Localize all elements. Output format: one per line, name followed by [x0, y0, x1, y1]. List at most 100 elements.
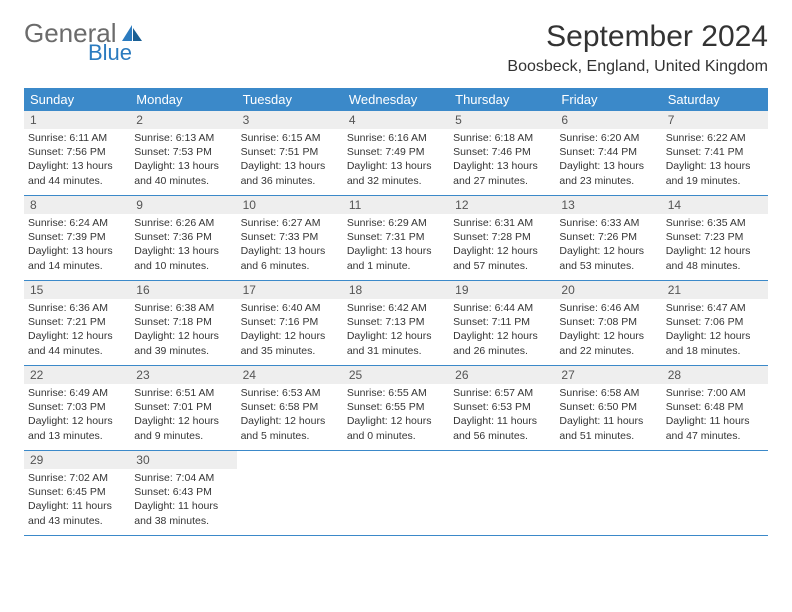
daylight-line2: and 13 minutes.: [28, 429, 126, 443]
day-cell: 7Sunrise: 6:22 AMSunset: 7:41 PMDaylight…: [662, 111, 768, 195]
day-body: Sunrise: 6:16 AMSunset: 7:49 PMDaylight:…: [343, 129, 449, 192]
sunrise-text: Sunrise: 6:44 AM: [453, 301, 551, 315]
day-body: Sunrise: 6:47 AMSunset: 7:06 PMDaylight:…: [662, 299, 768, 362]
day-body: Sunrise: 6:35 AMSunset: 7:23 PMDaylight:…: [662, 214, 768, 277]
sunrise-text: Sunrise: 6:57 AM: [453, 386, 551, 400]
day-number: 25: [343, 366, 449, 384]
day-number: 16: [130, 281, 236, 299]
day-cell: 6Sunrise: 6:20 AMSunset: 7:44 PMDaylight…: [555, 111, 661, 195]
day-cell: 12Sunrise: 6:31 AMSunset: 7:28 PMDayligh…: [449, 196, 555, 280]
day-body: Sunrise: 6:27 AMSunset: 7:33 PMDaylight:…: [237, 214, 343, 277]
daylight-line2: and 44 minutes.: [28, 174, 126, 188]
sunrise-text: Sunrise: 6:11 AM: [28, 131, 126, 145]
day-cell: [343, 451, 449, 535]
day-body: Sunrise: 6:20 AMSunset: 7:44 PMDaylight:…: [555, 129, 661, 192]
daylight-line2: and 36 minutes.: [241, 174, 339, 188]
sunrise-text: Sunrise: 6:35 AM: [666, 216, 764, 230]
daylight-line2: and 39 minutes.: [134, 344, 232, 358]
daylight-line1: Daylight: 12 hours: [666, 329, 764, 343]
sunset-text: Sunset: 7:33 PM: [241, 230, 339, 244]
location: Boosbeck, England, United Kingdom: [507, 58, 768, 76]
day-body: Sunrise: 6:13 AMSunset: 7:53 PMDaylight:…: [130, 129, 236, 192]
sunset-text: Sunset: 7:03 PM: [28, 400, 126, 414]
day-body: Sunrise: 6:55 AMSunset: 6:55 PMDaylight:…: [343, 384, 449, 447]
daylight-line1: Daylight: 12 hours: [453, 244, 551, 258]
daylight-line1: Daylight: 12 hours: [347, 329, 445, 343]
day-cell: 23Sunrise: 6:51 AMSunset: 7:01 PMDayligh…: [130, 366, 236, 450]
sunrise-text: Sunrise: 7:02 AM: [28, 471, 126, 485]
daylight-line1: Daylight: 13 hours: [666, 159, 764, 173]
day-cell: [555, 451, 661, 535]
daylight-line2: and 27 minutes.: [453, 174, 551, 188]
daylight-line2: and 32 minutes.: [347, 174, 445, 188]
day-number: 29: [24, 451, 130, 469]
sunrise-text: Sunrise: 7:04 AM: [134, 471, 232, 485]
sunset-text: Sunset: 6:45 PM: [28, 485, 126, 499]
sunrise-text: Sunrise: 6:20 AM: [559, 131, 657, 145]
day-number: 8: [24, 196, 130, 214]
day-cell: [237, 451, 343, 535]
day-body: Sunrise: 6:11 AMSunset: 7:56 PMDaylight:…: [24, 129, 130, 192]
sunset-text: Sunset: 7:46 PM: [453, 145, 551, 159]
daylight-line2: and 0 minutes.: [347, 429, 445, 443]
day-cell: 5Sunrise: 6:18 AMSunset: 7:46 PMDaylight…: [449, 111, 555, 195]
sunset-text: Sunset: 7:41 PM: [666, 145, 764, 159]
day-number: 4: [343, 111, 449, 129]
daylight-line1: Daylight: 12 hours: [134, 329, 232, 343]
daylight-line1: Daylight: 12 hours: [347, 414, 445, 428]
daylight-line2: and 22 minutes.: [559, 344, 657, 358]
day-number: 9: [130, 196, 236, 214]
day-number: 5: [449, 111, 555, 129]
sunrise-text: Sunrise: 6:27 AM: [241, 216, 339, 230]
day-body: Sunrise: 7:02 AMSunset: 6:45 PMDaylight:…: [24, 469, 130, 532]
day-cell: 9Sunrise: 6:26 AMSunset: 7:36 PMDaylight…: [130, 196, 236, 280]
sunset-text: Sunset: 7:16 PM: [241, 315, 339, 329]
sunset-text: Sunset: 7:23 PM: [666, 230, 764, 244]
day-number: 10: [237, 196, 343, 214]
day-number: 23: [130, 366, 236, 384]
day-body: Sunrise: 6:38 AMSunset: 7:18 PMDaylight:…: [130, 299, 236, 362]
daylight-line2: and 51 minutes.: [559, 429, 657, 443]
day-cell: 18Sunrise: 6:42 AMSunset: 7:13 PMDayligh…: [343, 281, 449, 365]
daylight-line1: Daylight: 12 hours: [453, 329, 551, 343]
daylight-line2: and 43 minutes.: [28, 514, 126, 528]
weekday-sunday: Sunday: [24, 88, 130, 111]
daylight-line2: and 1 minute.: [347, 259, 445, 273]
daylight-line1: Daylight: 13 hours: [134, 159, 232, 173]
daylight-line2: and 5 minutes.: [241, 429, 339, 443]
daylight-line2: and 9 minutes.: [134, 429, 232, 443]
day-cell: 25Sunrise: 6:55 AMSunset: 6:55 PMDayligh…: [343, 366, 449, 450]
day-number: 30: [130, 451, 236, 469]
day-cell: 29Sunrise: 7:02 AMSunset: 6:45 PMDayligh…: [24, 451, 130, 535]
day-body: Sunrise: 6:31 AMSunset: 7:28 PMDaylight:…: [449, 214, 555, 277]
daylight-line2: and 38 minutes.: [134, 514, 232, 528]
day-cell: 16Sunrise: 6:38 AMSunset: 7:18 PMDayligh…: [130, 281, 236, 365]
sunset-text: Sunset: 6:55 PM: [347, 400, 445, 414]
sunset-text: Sunset: 7:49 PM: [347, 145, 445, 159]
sunrise-text: Sunrise: 6:33 AM: [559, 216, 657, 230]
day-body: Sunrise: 6:42 AMSunset: 7:13 PMDaylight:…: [343, 299, 449, 362]
sunset-text: Sunset: 7:08 PM: [559, 315, 657, 329]
day-body: Sunrise: 6:15 AMSunset: 7:51 PMDaylight:…: [237, 129, 343, 192]
sunrise-text: Sunrise: 6:51 AM: [134, 386, 232, 400]
day-number: 7: [662, 111, 768, 129]
day-body: Sunrise: 6:57 AMSunset: 6:53 PMDaylight:…: [449, 384, 555, 447]
daylight-line2: and 10 minutes.: [134, 259, 232, 273]
day-body: Sunrise: 6:40 AMSunset: 7:16 PMDaylight:…: [237, 299, 343, 362]
weekday-thursday: Thursday: [449, 88, 555, 111]
sunrise-text: Sunrise: 6:26 AM: [134, 216, 232, 230]
daylight-line2: and 48 minutes.: [666, 259, 764, 273]
sunset-text: Sunset: 7:01 PM: [134, 400, 232, 414]
day-body: Sunrise: 6:46 AMSunset: 7:08 PMDaylight:…: [555, 299, 661, 362]
daylight-line2: and 44 minutes.: [28, 344, 126, 358]
day-number: 19: [449, 281, 555, 299]
daylight-line1: Daylight: 11 hours: [28, 499, 126, 513]
month-title: September 2024: [507, 20, 768, 54]
daylight-line1: Daylight: 12 hours: [241, 329, 339, 343]
daylight-line2: and 19 minutes.: [666, 174, 764, 188]
day-cell: 3Sunrise: 6:15 AMSunset: 7:51 PMDaylight…: [237, 111, 343, 195]
sunrise-text: Sunrise: 6:29 AM: [347, 216, 445, 230]
daylight-line2: and 40 minutes.: [134, 174, 232, 188]
daylight-line1: Daylight: 13 hours: [28, 159, 126, 173]
sunrise-text: Sunrise: 6:13 AM: [134, 131, 232, 145]
